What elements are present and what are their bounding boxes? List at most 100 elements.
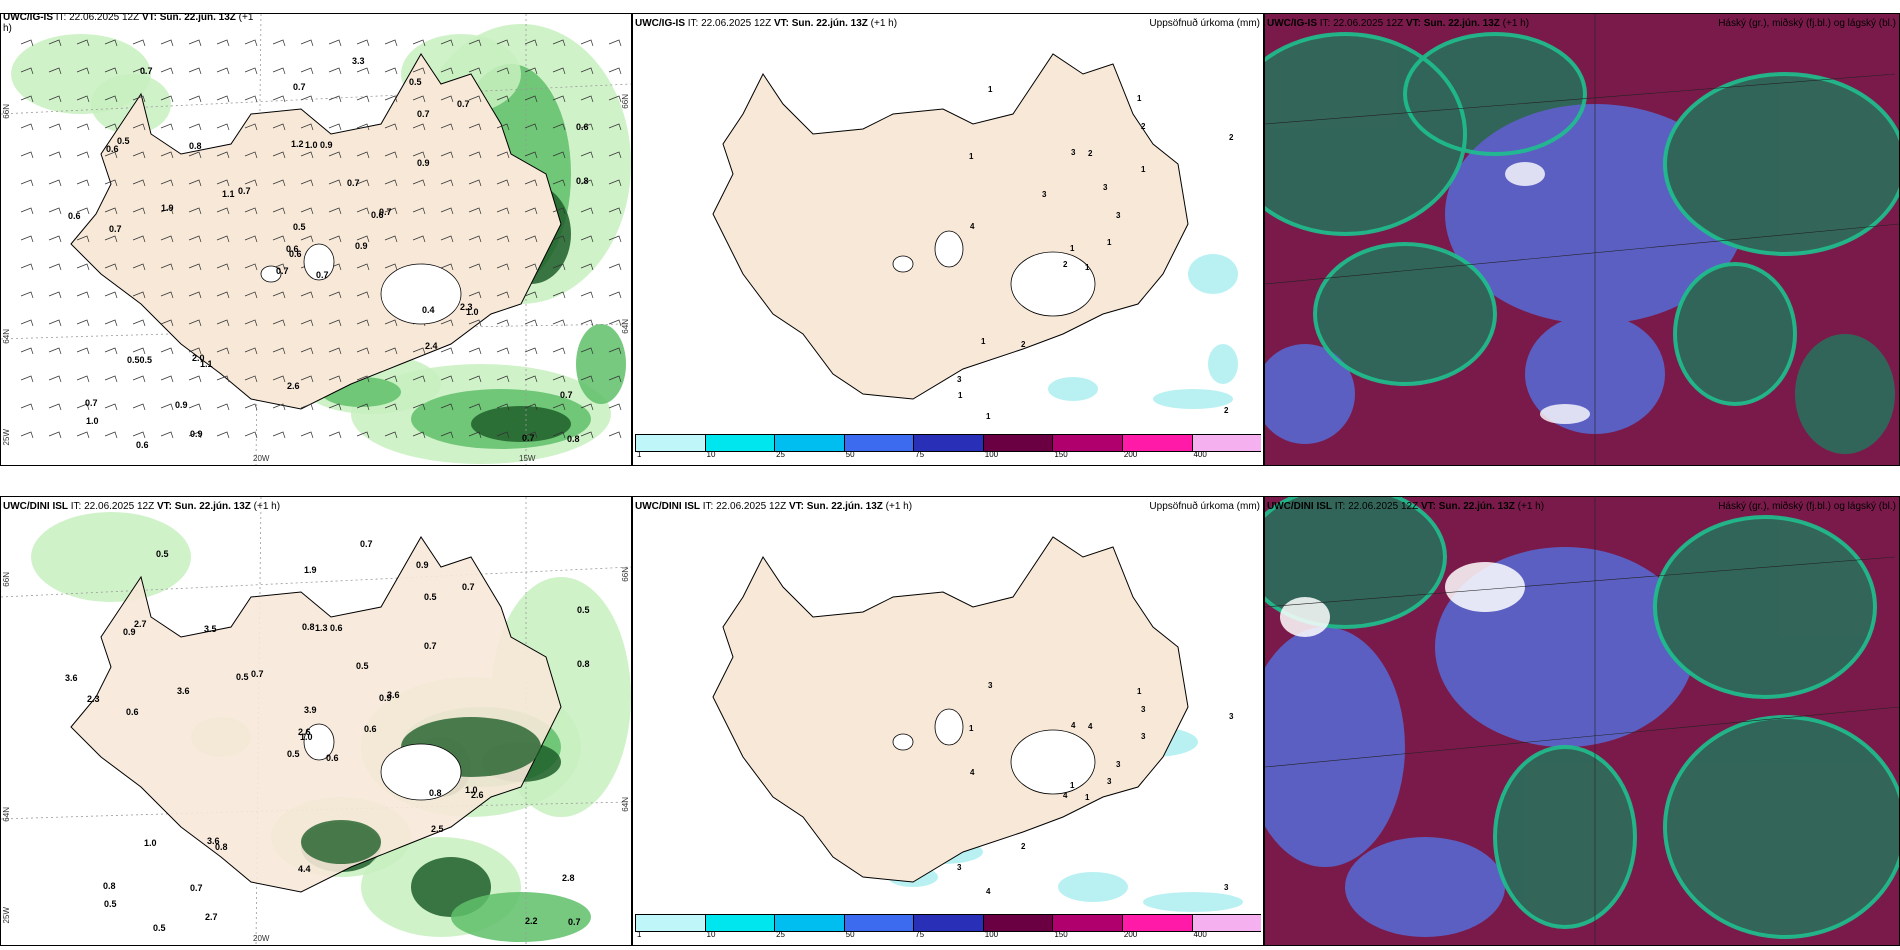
colorbar-tick-label: 150 xyxy=(1054,930,1068,939)
map-value-label: 3.6 xyxy=(65,673,78,683)
lat-label-64: 64N xyxy=(2,807,11,822)
panel-title: UWC/DINI ISL IT: 22.06.2025 12Z VT: Sun.… xyxy=(3,501,281,512)
colorbar-swatch xyxy=(635,434,705,452)
panel-legend-title: Uppsöfnuð úrkoma (mm) xyxy=(1149,501,1260,512)
map-value-label: 3 xyxy=(1116,760,1121,769)
colorbar-swatch xyxy=(843,914,914,932)
map-value-label: 2.5 xyxy=(431,824,444,834)
lat-label-64-right: 64N xyxy=(621,797,630,812)
map-value-label: 0.5 xyxy=(409,77,422,87)
map-value-label: 0.7 xyxy=(417,109,430,119)
colorbar-swatch xyxy=(982,914,1053,932)
panel-title: UWC/DINI ISL IT: 22.06.2025 12Z VT: Sun.… xyxy=(1267,501,1545,512)
map-value-label: 1 xyxy=(1137,94,1142,103)
map-value-label: 2.6 xyxy=(471,790,484,800)
map-value-label: 1.0 xyxy=(144,838,157,848)
map-value-label: 0.8 xyxy=(577,659,590,669)
map-value-label: 1 xyxy=(969,724,974,733)
map-value-label: 4 xyxy=(970,768,975,777)
map-value-label: 0.5 xyxy=(156,549,169,559)
cloud-canvas[interactable] xyxy=(1265,14,1899,465)
colorbar-swatch xyxy=(843,434,914,452)
panel-title: UWC/DINI ISL IT: 22.06.2025 12Z VT: Sun.… xyxy=(635,501,913,512)
map-value-label: 0.6 xyxy=(289,249,302,259)
map-value-label: 2 xyxy=(1021,842,1026,851)
colorbar-swatch xyxy=(1121,914,1192,932)
map-value-label: 1.9 xyxy=(304,565,317,575)
map-canvas[interactable]: 0.70.60.60.70.61.10.50.90.70.90.70.80.70… xyxy=(1,14,631,465)
panel-title: UWC/IG-IS IT: 22.06.2025 12Z VT: Sun. 22… xyxy=(635,18,898,29)
colorbar-tick-label: 1 xyxy=(637,930,642,939)
lat-label-66-right: 66N xyxy=(621,567,630,582)
map-value-label: 0.7 xyxy=(316,270,329,280)
map-value-label: 0.5 xyxy=(104,899,117,909)
map-value-label: 0.7 xyxy=(379,207,392,217)
colorbar-swatch xyxy=(913,914,983,932)
map-value-label: 3 xyxy=(1141,705,1146,714)
precip-colorbar: 1 10 25 50 75 100 150 200 400 xyxy=(635,914,1262,939)
map-value-label: 0.5 xyxy=(424,592,437,602)
map-value-label: 1.0 xyxy=(465,785,478,795)
panel-legend-title: Uppsöfnuð úrkoma (mm) xyxy=(1149,18,1260,29)
map-value-label: 2.3 xyxy=(87,694,100,704)
colorbar-tick-label: 75 xyxy=(915,930,925,939)
map-value-label: 0.7 xyxy=(276,266,289,276)
map-value-label: 0.6 xyxy=(106,144,119,154)
accumulated-precip-map-dini-isl: UWC/DINI ISL IT: 22.06.2025 12Z VT: Sun.… xyxy=(632,496,1264,946)
map-value-label: 3.6 xyxy=(177,686,190,696)
map-value-label: 0.9 xyxy=(355,241,368,251)
map-value-label: 2 xyxy=(1063,260,1068,269)
map-value-label: 2.7 xyxy=(205,912,218,922)
map-value-label: 2 xyxy=(1224,406,1229,415)
map-value-label: 1.0 xyxy=(305,140,318,150)
lat-label-66: 66N xyxy=(2,572,11,587)
map-value-label: 2 xyxy=(1088,149,1093,158)
colorbar-swatch xyxy=(774,914,844,932)
colorbar-swatch xyxy=(1052,434,1122,452)
map-value-label: 0.9 xyxy=(416,560,429,570)
map-value-label: 0.9 xyxy=(175,400,188,410)
map-value-label: 0.8 xyxy=(103,881,116,891)
map-value-label: 4 xyxy=(986,887,991,896)
map-value-label: 0.6 xyxy=(330,623,343,633)
map-value-label: 2.7 xyxy=(134,619,147,629)
map-value-label: 0.9 xyxy=(320,140,333,150)
map-value-label: 0.5 xyxy=(293,222,306,232)
colorbar-tick-label: 75 xyxy=(915,450,925,459)
map-value-label: 0.6 xyxy=(371,210,384,220)
colorbar-tick-label: 50 xyxy=(845,930,855,939)
map-value-label: 0.7 xyxy=(568,917,581,927)
map-value-label: 2 xyxy=(1141,122,1146,131)
map-value-label: 3 xyxy=(1103,183,1108,192)
map-value-label: 0.9 xyxy=(417,158,430,168)
precip-colorbar: 1 10 25 50 75 100 150 200 400 xyxy=(635,434,1262,459)
map-value-label: 1.2 xyxy=(291,139,304,149)
colorbar-swatch xyxy=(982,434,1053,452)
map-value-label: 1 xyxy=(969,152,974,161)
cloud-cover-map-dini-isl: UWC/DINI ISL IT: 22.06.2025 12Z VT: Sun.… xyxy=(1264,496,1900,946)
map-value-label: 2.6 xyxy=(298,727,311,737)
panel-legend-title: Háský (gr.), miðský (fj.bl.) og lágský (… xyxy=(1718,18,1896,29)
colorbar-swatch xyxy=(1052,914,1122,932)
map-value-label: 0.7 xyxy=(347,178,360,188)
map-value-label: 0.6 xyxy=(364,724,377,734)
map-value-label: 2.6 xyxy=(287,381,300,391)
map-value-label: 0.5 xyxy=(577,605,590,615)
map-value-label: 1.1 xyxy=(222,189,235,199)
cloud-canvas[interactable] xyxy=(1265,497,1899,945)
map-value-label: 0.8 xyxy=(302,622,315,632)
colorbar-tick-label: 100 xyxy=(984,930,999,939)
map-value-label: 1 xyxy=(986,412,991,421)
map-canvas[interactable]: 0.60.91.00.80.90.80.90.60.50.60.50.70.60… xyxy=(1,497,631,945)
colorbar-swatch xyxy=(913,434,983,452)
map-value-label: 1 xyxy=(958,391,963,400)
map-value-label: 1.9 xyxy=(161,203,174,213)
colorbar-tick-label: 400 xyxy=(1193,450,1207,459)
map-value-label: 0.7 xyxy=(560,390,573,400)
lon-label-20w: 20W xyxy=(253,454,270,463)
map-value-label: 1 xyxy=(1107,238,1112,247)
map-value-label: 4 xyxy=(1071,721,1076,730)
map-value-label: 0.7 xyxy=(293,82,306,92)
